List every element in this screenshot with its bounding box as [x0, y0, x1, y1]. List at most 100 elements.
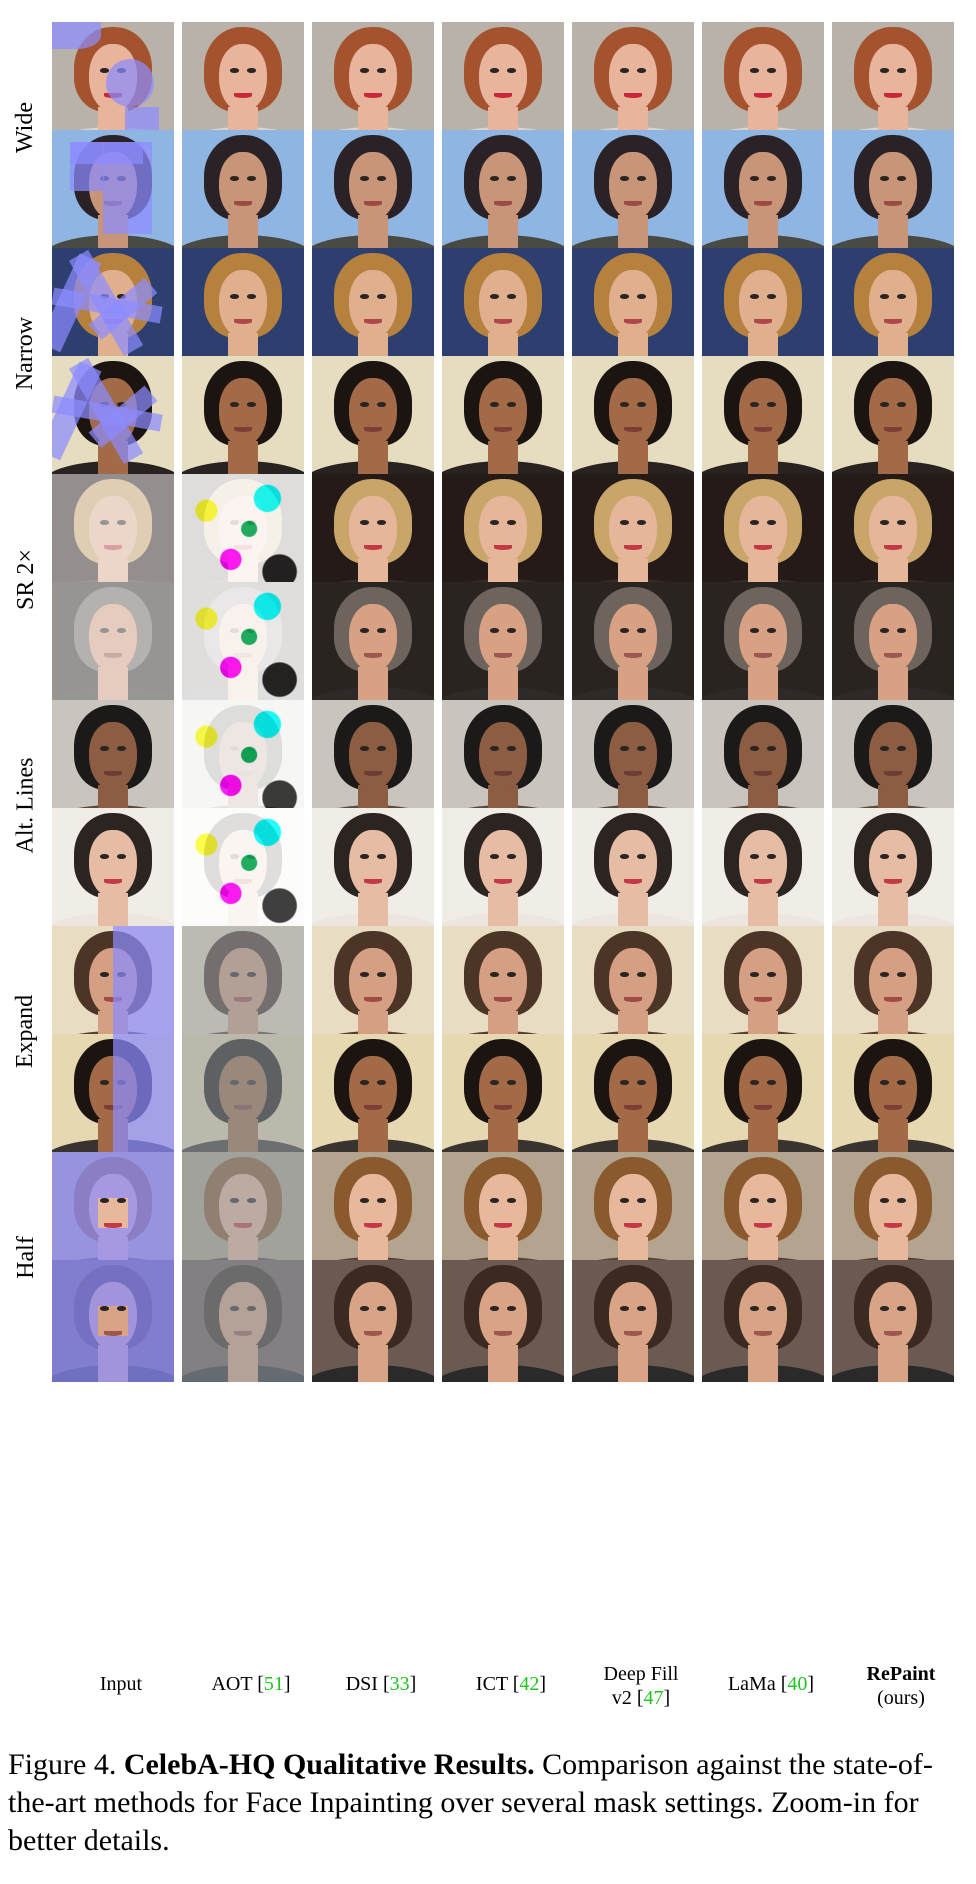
- image-tile: [572, 356, 694, 478]
- image-tile: [442, 248, 564, 370]
- image-tile: [182, 248, 304, 370]
- image-tile: [182, 926, 304, 1048]
- image-tile: [312, 926, 434, 1048]
- image-tile: [832, 356, 954, 478]
- col-label-ict: ICT [42]: [475, 1673, 547, 1695]
- image-tile: [182, 700, 304, 822]
- image-tile: [832, 582, 954, 704]
- image-tile: [572, 248, 694, 370]
- image-tile: [312, 1152, 434, 1274]
- row-label-wide: Wide: [12, 101, 39, 153]
- image-tile: [702, 248, 824, 370]
- row-label-sr: SR 2×: [12, 548, 39, 610]
- image-tile: [702, 582, 824, 704]
- image-tile: [312, 248, 434, 370]
- image-tile: [702, 700, 824, 822]
- image-tile: [52, 1260, 174, 1382]
- col-label-aot: AOT [51]: [211, 1673, 291, 1695]
- image-tile: [182, 22, 304, 144]
- col-label-deepfill: Deep Fill v2 [47]: [603, 1663, 679, 1709]
- image-tile: [442, 130, 564, 252]
- row-label-narrow: Narrow: [12, 316, 39, 390]
- image-tile: [312, 130, 434, 252]
- caption-body: Comparison against the state-of-the-art …: [8, 1748, 933, 1857]
- image-tile: [182, 130, 304, 252]
- image-tile: [832, 22, 954, 144]
- image-tile: [572, 926, 694, 1048]
- image-tile: [832, 926, 954, 1048]
- image-tile: [52, 1152, 174, 1274]
- col-label-repaint: RePaint (ours): [866, 1663, 936, 1709]
- image-tile: [312, 22, 434, 144]
- col-label-lama: LaMa [40]: [727, 1673, 815, 1695]
- image-tile: [52, 1034, 174, 1156]
- row-label-alt-lines: Alt. Lines: [12, 757, 39, 853]
- image-tile: [182, 474, 304, 596]
- image-tile: [52, 700, 174, 822]
- image-tile: [572, 474, 694, 596]
- image-tile: [702, 22, 824, 144]
- image-tile: [832, 1034, 954, 1156]
- image-tile: [572, 22, 694, 144]
- image-tile: [832, 700, 954, 822]
- image-tile: [572, 700, 694, 822]
- image-tile: [702, 474, 824, 596]
- image-tile: [702, 1152, 824, 1274]
- image-tile: [572, 808, 694, 930]
- image-tile: [182, 1260, 304, 1382]
- col-label-input: Input: [99, 1673, 143, 1695]
- image-tile: [182, 582, 304, 704]
- image-tile: [442, 1152, 564, 1274]
- image-tile: [702, 926, 824, 1048]
- image-tile: [572, 1152, 694, 1274]
- image-tile: [702, 1260, 824, 1382]
- image-tile: [702, 808, 824, 930]
- col-label-dsi: DSI [33]: [345, 1673, 417, 1695]
- image-tile: [572, 1260, 694, 1382]
- image-tile: [182, 1152, 304, 1274]
- image-tile: [832, 1152, 954, 1274]
- image-tile: [832, 1260, 954, 1382]
- image-tile: [442, 474, 564, 596]
- image-tile: [702, 1034, 824, 1156]
- image-tile: [312, 700, 434, 822]
- image-tile: [702, 356, 824, 478]
- image-tile: [312, 1260, 434, 1382]
- image-tile: [182, 1034, 304, 1156]
- figure-caption: Figure 4. CelebA-HQ Qualitative Results.…: [8, 1746, 968, 1860]
- image-tile: [52, 808, 174, 930]
- image-tile: [52, 130, 174, 252]
- image-tile: [572, 1034, 694, 1156]
- image-tile: [572, 582, 694, 704]
- row-label-half: Half: [12, 1235, 39, 1279]
- image-tile: [572, 130, 694, 252]
- image-tile: [52, 582, 174, 704]
- image-tile: [52, 474, 174, 596]
- image-tile: [312, 474, 434, 596]
- image-tile: [182, 356, 304, 478]
- caption-title: CelebA-HQ Qualitative Results.: [123, 1748, 535, 1781]
- image-tile: [52, 248, 174, 370]
- image-tile: [312, 356, 434, 478]
- image-tile: [442, 1260, 564, 1382]
- image-tile: [832, 808, 954, 930]
- image-tile: [442, 356, 564, 478]
- image-tile: [442, 22, 564, 144]
- caption-prefix: Figure 4.: [8, 1748, 117, 1781]
- image-tile: [52, 926, 174, 1048]
- image-tile: [52, 22, 174, 144]
- image-tile: [312, 582, 434, 704]
- image-tile: [832, 474, 954, 596]
- image-tile: [832, 248, 954, 370]
- image-tile: [442, 582, 564, 704]
- row-label-expand: Expand: [12, 994, 39, 1068]
- image-tile: [312, 808, 434, 930]
- image-tile: [52, 356, 174, 478]
- image-tile: [702, 130, 824, 252]
- image-tile: [832, 130, 954, 252]
- image-tile: [442, 700, 564, 822]
- image-tile: [442, 808, 564, 930]
- image-tile: [442, 1034, 564, 1156]
- image-tile: [312, 1034, 434, 1156]
